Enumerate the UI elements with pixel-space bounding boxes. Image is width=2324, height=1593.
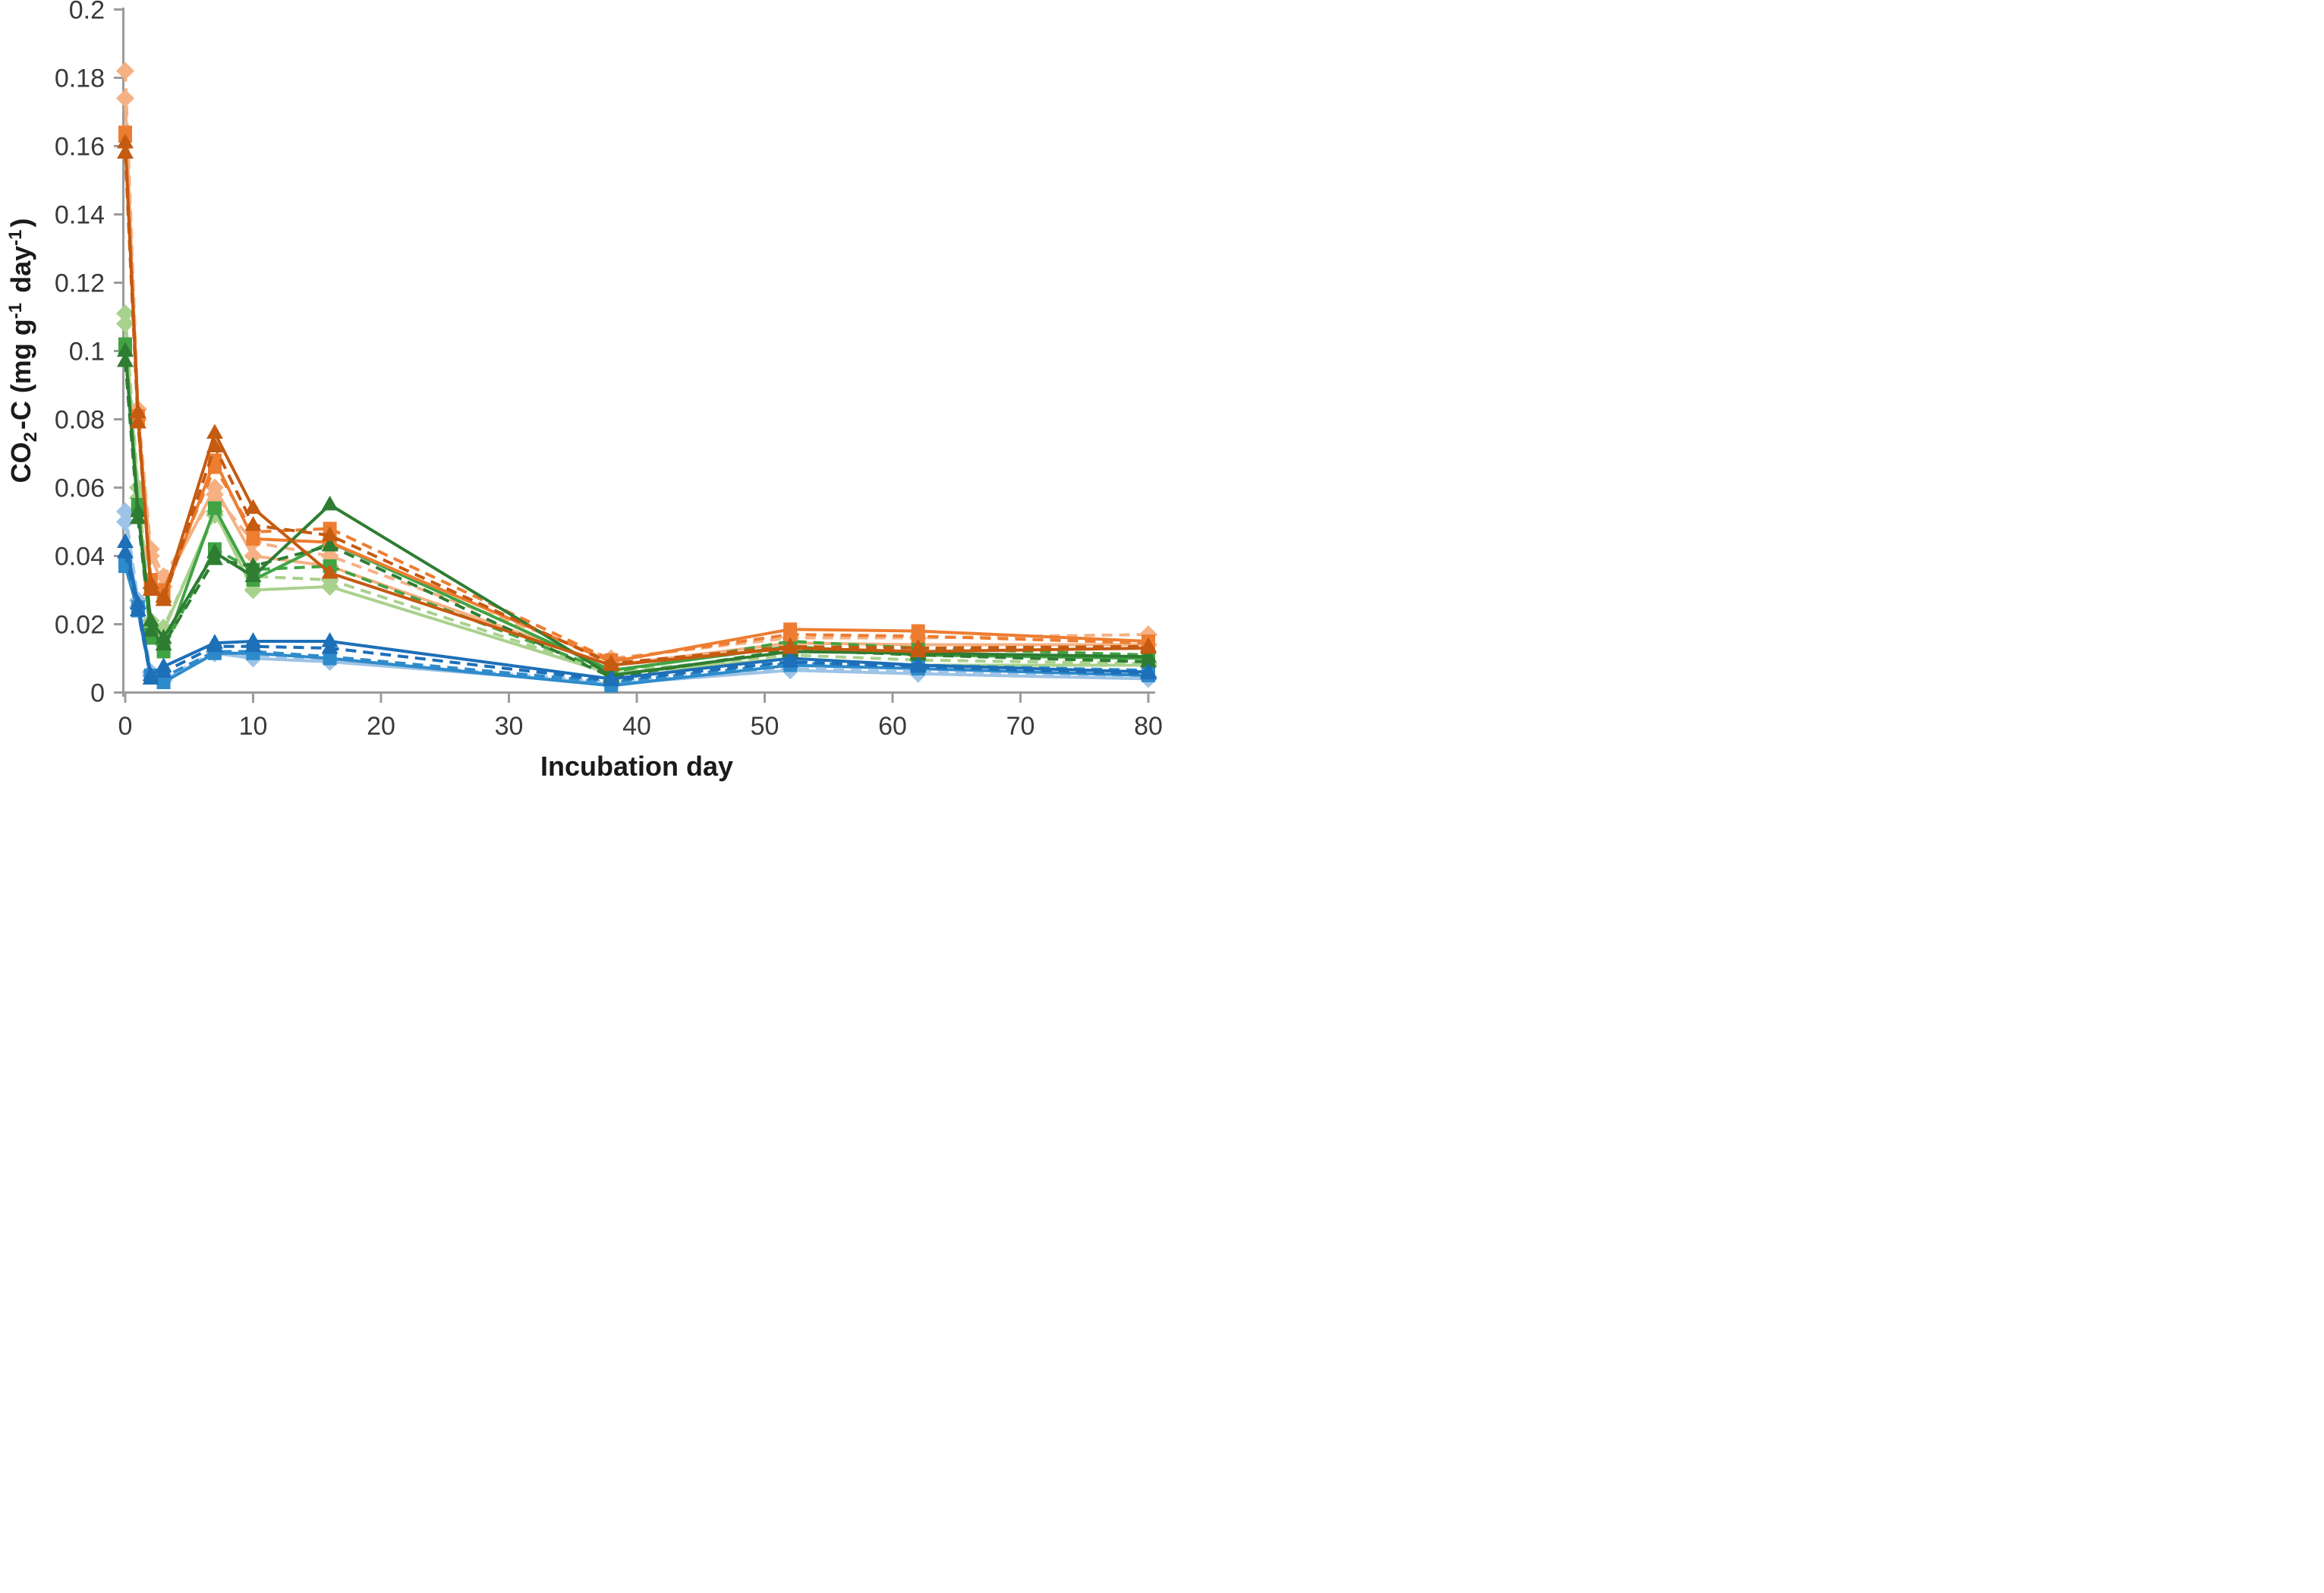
data-point-blue-triangle-dashed-day2 (142, 669, 159, 685)
x-tick-label: 20 (367, 712, 395, 741)
data-point-blue-triangle-dashed-day3 (155, 663, 172, 678)
data-point-blue-triangle-dashed-day62 (909, 657, 927, 673)
data-point-green-triangle-dashed-day1 (129, 509, 146, 524)
data-point-orange-triangle-dashed-day52 (782, 637, 799, 653)
co2-emission-line-chart: 0 0.02 0.04 0.06 0.08 0.1 0.12 0.14 0.16 0.18 0.2 0… (5, 0, 1163, 782)
data-point-orange-triangle-solid-day0 (117, 134, 134, 149)
y-tick-label: 0.08 (55, 406, 105, 435)
x-tick-label: 10 (239, 712, 268, 741)
series-green-square-dashed (118, 337, 1155, 679)
data-point-blue-triangle-dashed-day16 (321, 639, 339, 654)
data-point-orange-triangle-solid-day10 (244, 499, 262, 514)
series-orange-diamond-solid (116, 89, 1157, 675)
series-line-blue-triangle-dashed (124, 552, 1149, 682)
data-point-orange-triangle-dashed-day16 (321, 526, 339, 541)
x-tick-label: 80 (1134, 712, 1162, 741)
data-point-orange-triangle-dashed-day7 (206, 437, 223, 452)
data-point-green-triangle-solid-day10 (244, 567, 262, 582)
data-point-blue-triangle-dashed-day0 (117, 543, 134, 559)
data-point-orange-diamond-dashed-day0 (116, 61, 134, 80)
data-point-blue-triangle-dashed-day80 (1140, 664, 1157, 680)
y-tick-label: 0.06 (55, 474, 105, 503)
data-point-orange-square-dashed-day7 (207, 460, 222, 474)
x-tick-label: 70 (1006, 712, 1035, 741)
data-point-orange-square-dashed-day62 (911, 629, 925, 644)
data-point-orange-triangle-dashed-day2 (142, 574, 159, 589)
data-point-orange-triangle-dashed-day38 (603, 654, 620, 669)
y-tick-label: 0.14 (55, 201, 105, 230)
series-line-green-triangle-dashed (124, 360, 1149, 679)
data-point-green-triangle-solid-day0 (117, 342, 134, 357)
series-orange-triangle-dashed (117, 143, 1157, 669)
data-point-green-triangle-dashed-day80 (1140, 653, 1157, 668)
series-green-triangle-solid (117, 342, 1157, 682)
axes: 0 0.02 0.04 0.06 0.08 0.1 0.12 0.14 0.16 0.18 0.2 0… (55, 0, 1163, 741)
series-line-green-square-solid (124, 347, 1149, 672)
series-orange-square-dashed (118, 125, 1155, 667)
series-green-diamond-solid (116, 314, 1157, 683)
y-tick-label: 0.18 (55, 65, 105, 93)
series-line-green-diamond-solid (124, 323, 1148, 675)
x-tick-label: 60 (878, 712, 907, 741)
data-point-orange-triangle-dashed-day80 (1140, 637, 1157, 653)
series-orange-diamond-dashed (116, 61, 1157, 668)
data-point-orange-triangle-dashed-day10 (244, 516, 262, 531)
y-tick-label: 0.1 (69, 338, 105, 367)
data-point-green-triangle-dashed-day10 (244, 557, 262, 572)
data-point-orange-triangle-solid-day7 (206, 423, 223, 439)
data-point-blue-triangle-dashed-day38 (603, 671, 620, 687)
data-point-orange-square-dashed-day0 (118, 125, 132, 140)
data-point-green-diamond-dashed-day0 (116, 304, 134, 323)
y-tick-label: 0.02 (55, 611, 105, 640)
y-tick-label: 0.2 (69, 0, 105, 25)
series-green-square-solid (118, 341, 1155, 678)
data-point-orange-triangle-dashed-day1 (129, 414, 146, 429)
series-line-orange-triangle-dashed (124, 153, 1149, 666)
data-point-green-triangle-dashed-day7 (206, 550, 223, 565)
series-line-orange-square-solid (124, 135, 1149, 663)
series-line-orange-diamond-dashed (124, 71, 1149, 660)
data-point-blue-triangle-dashed-day10 (244, 637, 262, 653)
data-point-orange-triangle-dashed-day3 (155, 591, 172, 606)
x-tick-label: 0 (118, 712, 133, 741)
y-tick-label: 0.16 (55, 133, 105, 162)
data-point-blue-triangle-dashed-day7 (206, 637, 223, 653)
data-point-orange-triangle-dashed-day62 (909, 639, 927, 654)
data-point-blue-triangle-dashed-day52 (782, 653, 799, 668)
co2-flux-chart-figure: 0 0.02 0.04 0.06 0.08 0.1 0.12 0.14 0.16 0.18 0.2 0… (0, 0, 1163, 797)
data-point-green-triangle-dashed-day16 (321, 537, 339, 552)
data-point-blue-triangle-solid-day0 (117, 533, 134, 548)
data-point-orange-triangle-solid-day1 (129, 403, 146, 418)
data-point-green-triangle-solid-day16 (321, 496, 339, 511)
data-point-green-triangle-dashed-day0 (117, 352, 134, 367)
series-line-green-square-dashed (124, 344, 1149, 674)
series-line-orange-triangle-solid (124, 142, 1149, 667)
x-axis-title: Incubation day (540, 751, 733, 782)
data-point-blue-diamond-dashed-day0 (116, 502, 134, 521)
data-point-orange-diamond-solid-day10 (244, 546, 263, 565)
data-point-green-triangle-dashed-day2 (142, 622, 159, 637)
y-tick-label: 0.12 (55, 269, 105, 298)
data-point-orange-triangle-dashed-day0 (117, 143, 134, 159)
data-point-green-triangle-dashed-day3 (155, 635, 172, 650)
y-tick-label: 0.04 (55, 543, 105, 571)
series-line-blue-diamond-solid (124, 521, 1149, 686)
series-line-orange-diamond-solid (124, 98, 1148, 667)
x-tick-label: 30 (495, 712, 524, 741)
x-tick-label: 50 (751, 712, 779, 741)
data-point-orange-square-dashed-day52 (783, 628, 798, 641)
series-line-green-diamond-dashed (124, 313, 1149, 674)
series-line-green-triangle-solid (124, 351, 1149, 677)
data-point-blue-triangle-dashed-day1 (129, 601, 146, 616)
x-tick-label: 40 (622, 712, 651, 741)
series-line-orange-square-dashed (124, 132, 1149, 662)
data-point-orange-diamond-dashed-day7 (205, 485, 224, 504)
y-axis-title: CO2 -C (mg g-1 day-1 ) (5, 218, 41, 483)
series-blue-triangle-dashed (117, 543, 1157, 687)
data-point-orange-triangle-solid-day16 (321, 564, 339, 579)
series-green-diamond-dashed (116, 304, 1157, 682)
data-point-green-square-solid-day7 (207, 501, 222, 515)
data-point-green-triangle-solid-day2 (142, 612, 159, 627)
y-tick-label: 0 (90, 679, 105, 708)
